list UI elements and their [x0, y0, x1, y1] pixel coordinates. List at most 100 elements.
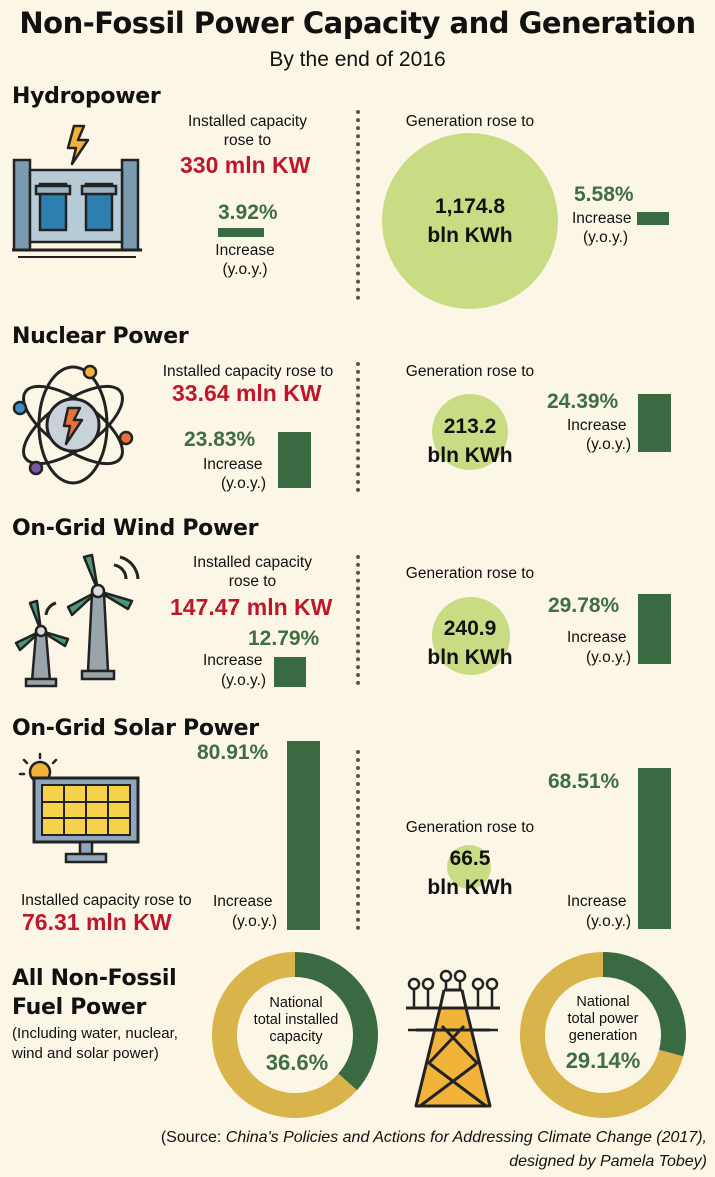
divider-hydro	[356, 110, 360, 300]
capacity-donut-label-line1: National	[269, 995, 323, 1011]
solar-generation-increase-bar	[638, 768, 671, 929]
wind-generation-unit: bln KWh	[427, 646, 513, 669]
generation-donut	[520, 952, 686, 1118]
generation-donut-label-line1: National	[576, 994, 630, 1010]
nuclear-capacity-yoy-text: (y.o.y.)	[221, 475, 267, 492]
solar-panel-icon	[18, 752, 140, 864]
source-note: (Source: China's Policies and Actions fo…	[161, 1126, 707, 1174]
solar-generation-text: 66.5 bln KWh	[400, 844, 540, 902]
divider-wind	[356, 555, 360, 685]
hydro-generation-unit: bln KWh	[427, 224, 513, 247]
wind-generation-value: 240.9	[443, 617, 497, 640]
divider-solar	[356, 750, 360, 930]
hydro-capacity-increase-label: Increase (y.o.y.)	[205, 241, 285, 279]
capacity-donut-label-line2: total installed	[253, 1012, 339, 1028]
hydro-capacity-increase: 3.92%	[218, 201, 278, 224]
wind-generation-bubble	[432, 597, 510, 675]
capacity-donut-label-line3: capacity	[269, 1029, 323, 1045]
generation-donut-label: National total power generation	[560, 994, 646, 1045]
wind-generation-increase: 29.78%	[548, 594, 620, 617]
hydro-yoy-text: (y.o.y.)	[222, 261, 268, 278]
wind-capacity-increase-text: Increase	[203, 652, 263, 669]
wind-capacity-increase-bar	[274, 657, 306, 687]
wind-capacity-increase: 12.79%	[248, 627, 320, 650]
generation-donut-nonfossil-slice	[603, 952, 686, 1057]
capacity-donut-label: National total installed capacity	[250, 995, 342, 1046]
capacity-share-value: 36.6%	[265, 1050, 329, 1075]
all-note: (Including water, nuclear, wind and sola…	[12, 1024, 178, 1064]
solar-generation-increase-text: Increase	[567, 893, 627, 910]
wind-turbine-icon	[14, 553, 140, 688]
hydro-generation-label: Generation rose to	[405, 113, 535, 130]
generation-donut-label-line3: generation	[568, 1028, 638, 1044]
nuclear-generation-value: 213.2	[443, 415, 497, 438]
generation-donut-label-line2: total power	[567, 1011, 639, 1027]
wind-capacity-label-line1: Installed capacity	[193, 554, 312, 571]
solar-capacity-value: 76.31 mln KW	[22, 909, 172, 935]
solar-capacity-increase-bar	[287, 741, 320, 930]
hydro-capacity-label-line2: rose to	[223, 132, 272, 149]
hydro-generation-bubble: 1,174.8 bln KWh	[382, 133, 558, 309]
all-title: All Non-Fossil Fuel Power	[12, 964, 177, 1022]
wind-capacity-value: 147.47 mln KW	[170, 594, 333, 620]
hydropower-dam-icon	[12, 124, 142, 258]
hydro-capacity-label-line1: Installed capacity	[188, 113, 307, 130]
wind-generation-label: Generation rose to	[405, 565, 535, 582]
hydro-capacity-increase-bar	[218, 228, 264, 237]
all-title-line2: Fuel Power	[12, 995, 147, 1020]
nuclear-title: Nuclear Power	[12, 324, 189, 349]
wind-capacity-label: Installed capacity rose to	[180, 553, 325, 591]
capacity-donut-other-slice	[212, 952, 357, 1118]
page-title: Non-Fossil Power Capacity and Generation	[19, 6, 696, 40]
source-prefix: (Source:	[160, 1129, 226, 1146]
generation-share-value: 29.14%	[565, 1048, 641, 1073]
nuclear-capacity-label: Installed capacity rose to	[162, 363, 334, 380]
capacity-donut-slices	[212, 952, 378, 1118]
divider-nuclear	[356, 362, 360, 492]
page-subtitle: By the end of 2016	[269, 48, 446, 71]
nuclear-generation-increase-bar	[638, 394, 671, 452]
nuclear-capacity-value: 33.64 mln KW	[172, 380, 322, 406]
nuclear-generation-text: 213.2 bln KWh	[400, 412, 540, 470]
capacity-donut	[212, 952, 378, 1118]
hydro-generation-value: 1,174.8	[434, 195, 506, 218]
solar-generation-label: Generation rose to	[405, 819, 535, 836]
nuclear-generation-yoy-text: (y.o.y.)	[586, 436, 632, 453]
all-note-line1: (Including water, nuclear,	[12, 1025, 178, 1042]
all-note-line2: wind and solar power)	[12, 1045, 159, 1062]
hydro-capacity-label: Installed capacity rose to	[175, 112, 320, 150]
solar-generation-yoy-text: (y.o.y.)	[586, 913, 632, 930]
solar-generation-bubble	[447, 845, 491, 889]
solar-generation-value: 66.5	[449, 847, 491, 870]
wind-generation-yoy-text: (y.o.y.)	[586, 649, 632, 666]
wind-generation-text: 240.9 bln KWh	[400, 614, 540, 672]
hydro-title: Hydropower	[12, 84, 161, 109]
nuclear-generation-increase-text: Increase	[567, 417, 627, 434]
solar-capacity-yoy-text: (y.o.y.)	[232, 913, 278, 930]
solar-capacity-label: Installed capacity rose to	[21, 892, 192, 909]
nuclear-generation-label: Generation rose to	[405, 363, 535, 380]
hydro-increase-text: Increase	[215, 242, 275, 259]
nuclear-capacity-increase-text: Increase	[203, 456, 263, 473]
hydro-capacity-value: 330 mln KW	[180, 152, 311, 178]
generation-donut-slices	[520, 952, 686, 1118]
solar-generation-increase: 68.51%	[548, 770, 620, 793]
hydro-generation-increase-text: Increase	[572, 210, 632, 227]
solar-generation-unit: bln KWh	[427, 876, 513, 899]
solar-capacity-increase: 80.91%	[197, 741, 269, 764]
source-title: China's Policies and Actions for Address…	[225, 1129, 707, 1146]
nuclear-generation-unit: bln KWh	[427, 444, 513, 467]
nuclear-generation-bubble	[432, 394, 508, 470]
wind-generation-increase-text: Increase	[567, 629, 627, 646]
nuclear-capacity-increase: 23.83%	[184, 428, 256, 451]
capacity-donut-nonfossil-slice	[295, 952, 378, 1091]
hydro-generation-yoy-text: (y.o.y.)	[583, 229, 629, 246]
transmission-tower-icon	[406, 969, 500, 1108]
generation-donut-other-slice	[520, 952, 684, 1118]
atom-icon	[12, 364, 134, 485]
nuclear-capacity-increase-bar	[278, 432, 311, 488]
solar-title: On-Grid Solar Power	[12, 716, 259, 741]
wind-generation-increase-bar	[638, 594, 671, 664]
wind-capacity-label-line2: rose to	[228, 573, 277, 590]
wind-capacity-yoy-text: (y.o.y.)	[221, 672, 267, 689]
